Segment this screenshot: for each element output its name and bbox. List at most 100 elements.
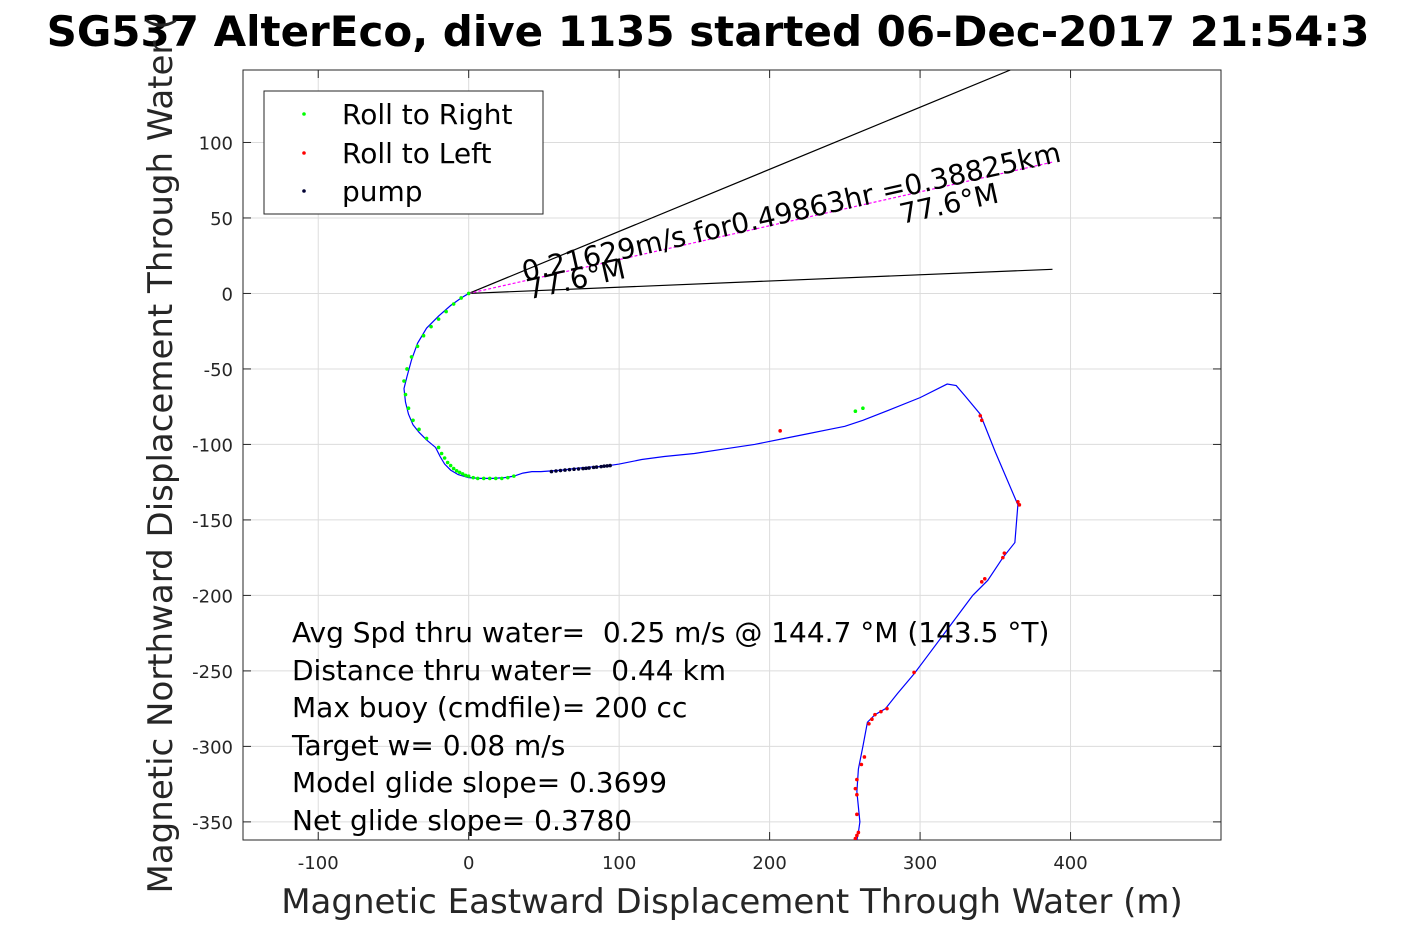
x-tick-label: 300 (903, 853, 937, 874)
roll-right-point (506, 475, 510, 480)
roll-right-point (471, 475, 476, 480)
roll-right-point (421, 333, 426, 338)
roll-right-point (451, 302, 456, 306)
y-tick-label: -100 (192, 435, 233, 456)
legend-marker-pump (302, 189, 306, 193)
roll-right-point (853, 409, 858, 414)
roll-right-point (466, 291, 471, 296)
stat-net-glide-slope: Net glide slope= 0.3780 (292, 804, 632, 837)
roll-right-point (861, 406, 865, 410)
legend-label-pump: pump (342, 175, 423, 208)
roll-left-point (859, 762, 864, 767)
roll-right-point (445, 460, 450, 465)
x-tick-label: 0 (463, 853, 474, 874)
roll-right-point (436, 317, 441, 321)
roll-left-point (982, 577, 987, 581)
roll-left-point (855, 833, 859, 838)
pump-point (554, 469, 558, 473)
roll-right-point (457, 470, 462, 475)
y-tick-label: -150 (192, 511, 233, 532)
roll-right-point (451, 466, 456, 471)
roll-right-point (442, 456, 447, 460)
y-tick-label: -250 (192, 662, 233, 683)
roll-left-point (853, 836, 858, 840)
reference-lines (468, 70, 1053, 295)
y-axis-label: Magnetic Northward Displacement Through … (141, 17, 181, 894)
pump-point (599, 464, 603, 469)
roll-right-point (436, 445, 441, 450)
roll-right-point (466, 474, 471, 478)
roll-right-point (406, 406, 411, 410)
stats-block: Avg Spd thru water= 0.25 m/s @ 144.7 °M … (291, 616, 1049, 837)
roll-left-point (856, 830, 861, 835)
roll-right-point (411, 418, 415, 423)
annotations: 0.21629m/s for0.49863hr =0.38825km77.6°M… (519, 136, 1064, 307)
heading-line-upper (468, 70, 1011, 295)
roll-right-point (475, 476, 480, 481)
x-tick-label: 200 (752, 853, 786, 874)
roll-left-point (978, 413, 983, 418)
track-polyline (403, 292, 1019, 840)
legend-marker-roll-right (302, 112, 306, 116)
x-tick-label: 100 (602, 853, 636, 874)
roll-left-point (862, 755, 867, 759)
pump-point (605, 464, 609, 468)
roll-right-point (424, 436, 429, 441)
roll-left-point (855, 812, 859, 817)
legend-marker-roll-left (302, 151, 306, 155)
y-tick-label: 100 (199, 133, 233, 154)
roll-left-point (979, 418, 984, 423)
pump-point (549, 469, 554, 474)
roll-left-point (1002, 551, 1007, 555)
x-axis-label: Magnetic Eastward Displacement Through W… (281, 882, 1183, 922)
roll-left-point (853, 786, 858, 791)
stat-model-glide-slope: Model glide slope= 0.3699 (292, 766, 667, 799)
roll-right-point (512, 474, 516, 478)
pump-point (558, 468, 563, 473)
pump-point (608, 463, 612, 468)
y-tick-label: -50 (204, 360, 233, 381)
roll-left-point (867, 721, 871, 726)
x-tick-label: -100 (298, 853, 339, 874)
roll-left-point (885, 706, 889, 711)
roll-right-point (444, 309, 448, 314)
roll-left-point (979, 580, 984, 584)
legend-label-roll-left: Roll to Left (342, 137, 491, 170)
roll-right-point (499, 476, 504, 481)
pump-point (581, 466, 585, 471)
roll-right-point (460, 472, 465, 476)
stat-max-buoy: Max buoy (cmdfile)= 200 cc (292, 691, 687, 724)
legend-label-roll-right: Roll to Right (342, 98, 513, 131)
roll-right-point (415, 344, 420, 349)
legend-box (263, 90, 544, 215)
track-line (403, 292, 1019, 840)
pump-point (594, 465, 599, 469)
roll-left-point (855, 792, 859, 797)
roll-right-point (429, 324, 433, 329)
roll-left-point (855, 777, 859, 782)
pump-point (587, 466, 591, 470)
roll-right-point (454, 469, 459, 473)
pump-point (567, 467, 572, 472)
roll-right-point (487, 476, 492, 481)
stat-target-w: Target w= 0.08 m/s (291, 729, 565, 762)
roll-left-point (1017, 503, 1022, 507)
track-markers (402, 291, 1022, 840)
roll-right-point (463, 473, 468, 478)
x-axis-ticks: -100 0 100 200 300 400 (298, 70, 1088, 874)
stat-avg-speed: Avg Spd thru water= 0.25 m/s @ 144.7 °M … (292, 616, 1049, 649)
roll-left-point (879, 709, 883, 714)
roll-left-point (778, 429, 782, 433)
roll-right-point (493, 476, 498, 481)
y-tick-label: 50 (210, 209, 233, 230)
legend: Roll to Right Roll to Left pump (263, 90, 544, 215)
roll-right-point (417, 427, 421, 432)
roll-right-point (409, 355, 414, 359)
pump-point (591, 465, 596, 470)
grid-lines (243, 70, 1221, 840)
pump-point (563, 468, 567, 472)
y-tick-label: -350 (192, 813, 233, 834)
roll-left-point (1001, 555, 1005, 560)
pump-point (572, 467, 576, 471)
